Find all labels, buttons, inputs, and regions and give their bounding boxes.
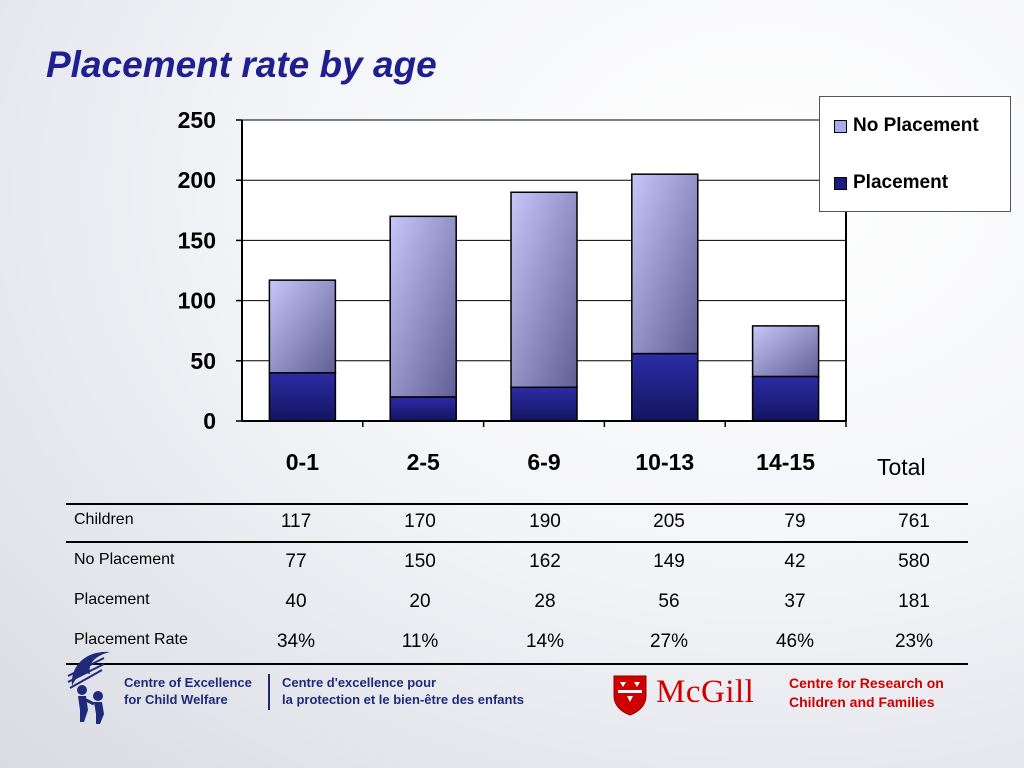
table-cell: 40 bbox=[285, 591, 307, 612]
table-cell: 181 bbox=[898, 591, 930, 612]
cecw-name-french: Centre d'excellence pour la protection e… bbox=[282, 674, 524, 708]
x-tick-label: 6-9 bbox=[527, 449, 560, 475]
table-rule-top bbox=[66, 503, 968, 505]
table-rule-header bbox=[66, 541, 968, 543]
table-cell: 37 bbox=[784, 591, 806, 612]
table-cell: 14% bbox=[525, 631, 565, 652]
footer: Centre of Excellence for Child Welfare C… bbox=[0, 644, 1024, 768]
table-cell: 46% bbox=[775, 631, 815, 652]
cecw-fr-line2: la protection et le bien-être des enfant… bbox=[282, 692, 524, 707]
bar-placement-14-15 bbox=[751, 375, 820, 422]
table-cell: 162 bbox=[529, 551, 561, 572]
y-tick-label: 250 bbox=[178, 107, 216, 133]
x-tick-label: 14-15 bbox=[756, 449, 815, 475]
table-cell: 170 bbox=[404, 511, 436, 532]
legend-item-placement: Placement bbox=[834, 172, 948, 194]
y-tick-label: 100 bbox=[178, 288, 216, 314]
stacked-bar-chart: 0 50 100 150 200 250 0-1 2-5 6-9 10-13 14-15 bbox=[178, 107, 847, 475]
x-tick-label: 10-13 bbox=[635, 449, 694, 475]
bar-no-placement-10-13 bbox=[631, 173, 699, 355]
legend-label-no-placement: No Placement bbox=[853, 115, 979, 136]
cecw-fr-line1: Centre d'excellence pour bbox=[282, 675, 437, 690]
table-cell: 56 bbox=[658, 591, 680, 612]
cecw-en-line1: Centre of Excellence bbox=[124, 675, 252, 690]
bar-placement-6-9 bbox=[510, 386, 578, 422]
bar-no-placement-14-15 bbox=[751, 325, 820, 378]
x-tick-label: 0-1 bbox=[286, 449, 319, 475]
page-title: Placement rate by age bbox=[46, 44, 437, 85]
table-row: Placement 40 20 28 56 37 181 bbox=[66, 589, 968, 629]
table-cell: 205 bbox=[653, 511, 685, 532]
bar-placement-10-13 bbox=[631, 352, 699, 422]
footer-divider bbox=[268, 674, 270, 710]
table-cell: 23% bbox=[894, 631, 934, 652]
legend-swatch-no-placement bbox=[834, 119, 847, 133]
cecw-en-line2: for Child Welfare bbox=[124, 692, 228, 707]
table-cell: 190 bbox=[529, 511, 561, 532]
table-cell: 580 bbox=[898, 551, 930, 572]
mcgill-crest-icon bbox=[613, 675, 647, 716]
table-total-header: Total bbox=[877, 454, 926, 480]
y-tick-label: 150 bbox=[178, 227, 216, 253]
table-row: Children 117 170 190 205 79 761 bbox=[66, 509, 968, 549]
table-row-label: No Placement bbox=[74, 551, 175, 568]
mcgill-wordmark: McGill bbox=[656, 674, 755, 710]
legend-item-no-placement: No Placement bbox=[834, 115, 979, 137]
chart-legend: No Placement Placement bbox=[819, 96, 1011, 212]
table-cell: 20 bbox=[409, 591, 431, 612]
bar-no-placement-0-1 bbox=[268, 279, 337, 374]
bar-placement-0-1 bbox=[268, 372, 337, 422]
table-row-label: Children bbox=[74, 511, 134, 528]
table-cell: 149 bbox=[653, 551, 685, 572]
table-row: No Placement 77 150 162 149 42 580 bbox=[66, 549, 968, 589]
table-row-label: Placement bbox=[74, 591, 150, 608]
bar-placement-2-5 bbox=[389, 396, 457, 422]
legend-label-placement: Placement bbox=[853, 172, 949, 193]
table-cell: 34% bbox=[276, 631, 316, 652]
table-cell: 42 bbox=[784, 551, 806, 572]
bar-no-placement-6-9 bbox=[510, 191, 578, 389]
table-cell: 11% bbox=[401, 631, 439, 652]
research-line2: Children and Families bbox=[789, 694, 935, 710]
table-row: Placement Rate 34% 11% 14% 27% 46% 23% bbox=[66, 629, 968, 669]
table-cell: 27% bbox=[649, 631, 689, 652]
cecw-logo-icon bbox=[67, 651, 110, 724]
table-row-label: Placement Rate bbox=[74, 631, 188, 648]
bar-no-placement-2-5 bbox=[389, 215, 457, 398]
cecw-name-english: Centre of Excellence for Child Welfare bbox=[124, 674, 252, 708]
table-cell: 150 bbox=[404, 551, 436, 572]
table-cell: 79 bbox=[784, 511, 806, 532]
table-rule-bottom bbox=[66, 663, 968, 665]
table-cell: 761 bbox=[898, 511, 930, 532]
y-tick-label: 0 bbox=[203, 408, 216, 434]
research-centre-name: Centre for Research on Children and Fami… bbox=[789, 674, 944, 712]
research-line1: Centre for Research on bbox=[789, 675, 944, 691]
table-cell: 28 bbox=[534, 591, 556, 612]
table-cell: 117 bbox=[280, 511, 312, 532]
y-tick-label: 50 bbox=[190, 348, 216, 374]
y-tick-label: 200 bbox=[178, 167, 216, 193]
legend-swatch-placement bbox=[834, 176, 847, 190]
table-cell: 77 bbox=[285, 551, 307, 572]
x-tick-label: 2-5 bbox=[407, 449, 440, 475]
